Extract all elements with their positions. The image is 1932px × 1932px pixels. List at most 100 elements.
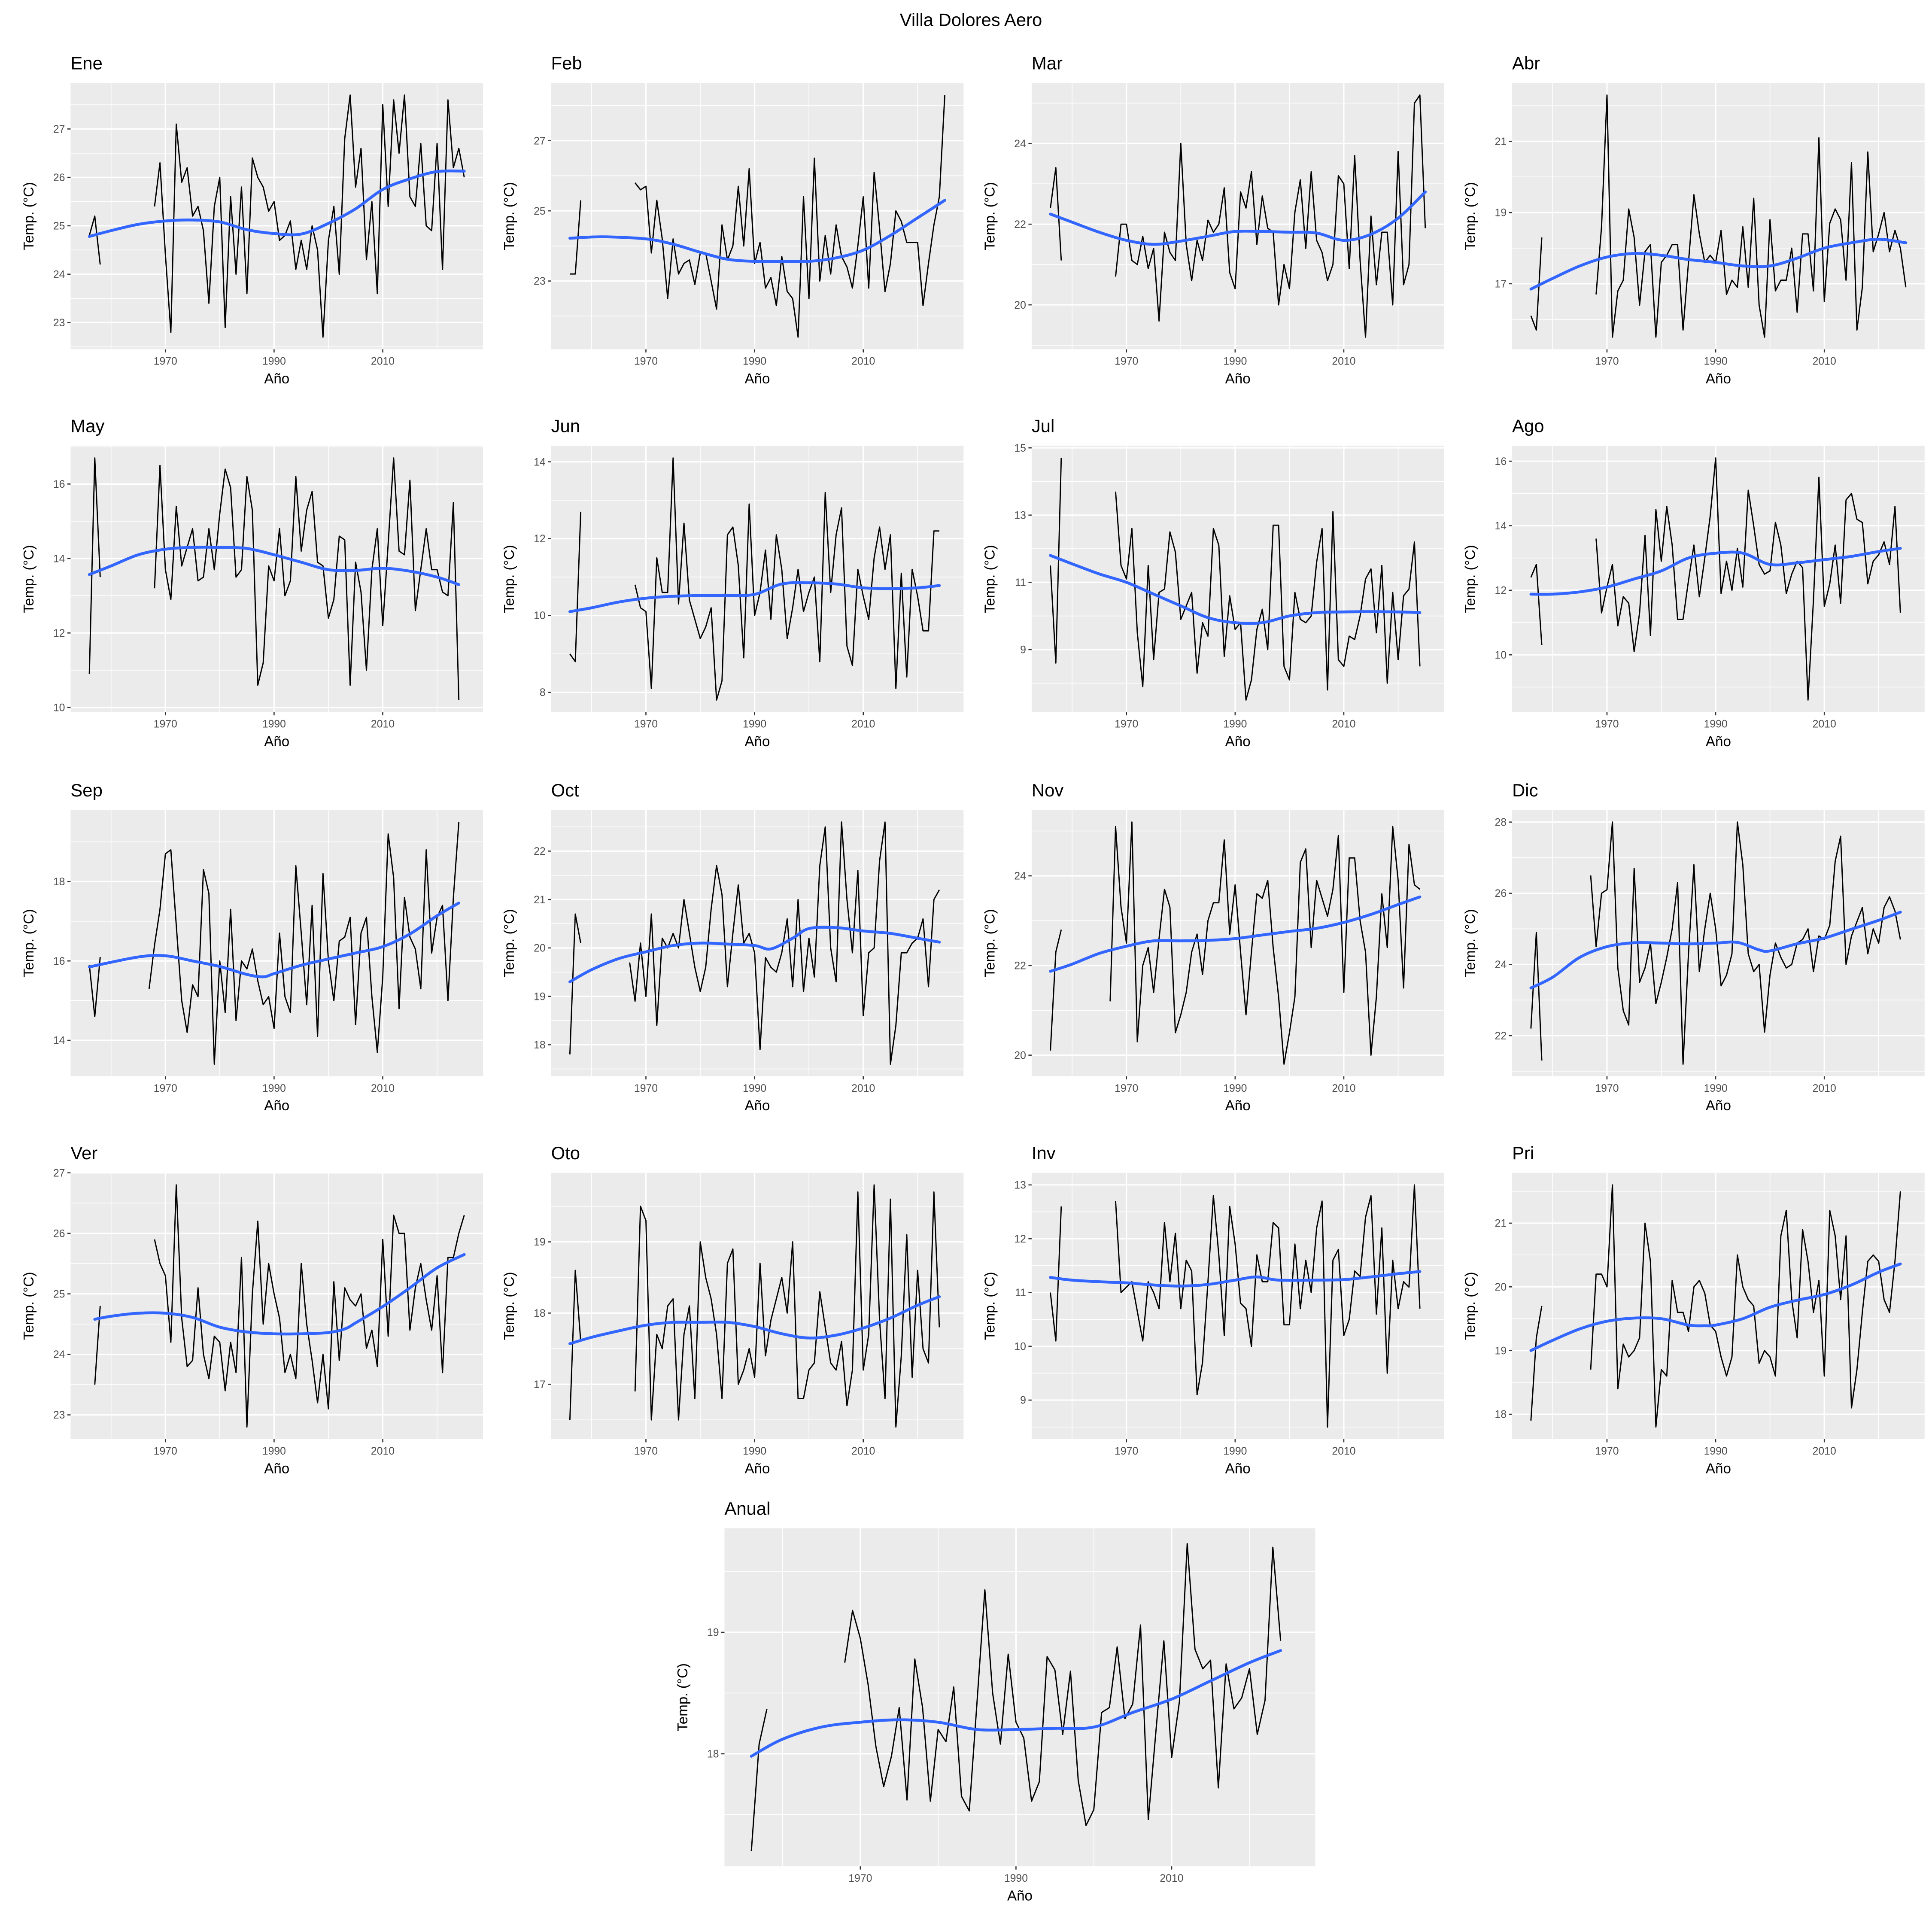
panel-pri: 1970 1990 2010 18 19 20 21 Pri Año Temp. (°C): [1463, 1143, 1925, 1476]
y-tick-label: 22: [1014, 960, 1026, 972]
panel-title: Ago: [1512, 416, 1544, 436]
temperature-line: [1050, 167, 1062, 261]
x-axis-title: Año: [1225, 1461, 1251, 1476]
panel-title: Feb: [551, 53, 582, 73]
panel-oto: 1970 1990 2010 17 18 19 Oto Año Temp. (°C): [501, 1143, 964, 1476]
plot-background: [1031, 446, 1444, 712]
y-tick-label: 21: [1495, 136, 1507, 148]
y-tick-label: 27: [53, 124, 65, 135]
y-axis-title: Temp. (°C): [982, 1272, 998, 1340]
y-axis-title: Temp. (°C): [1463, 182, 1479, 250]
y-tick-label: 26: [53, 1228, 65, 1239]
y-axis-title: Temp. (°C): [1463, 909, 1479, 977]
temperature-line: [1595, 457, 1901, 701]
x-tick-label: 2010: [1160, 1873, 1183, 1884]
x-axis-title: Año: [1225, 734, 1251, 750]
x-tick-label: 2010: [1813, 719, 1836, 730]
x-tick-label: 1990: [1223, 719, 1247, 730]
figure-title: Villa Dolores Aero: [900, 10, 1042, 30]
x-tick-label: 1990: [743, 1446, 766, 1457]
y-axis-title: Temp. (°C): [501, 909, 517, 977]
y-axis-title: Temp. (°C): [21, 909, 37, 977]
trend-line: [568, 926, 941, 984]
trend-line: [1529, 911, 1902, 990]
panel-title: May: [70, 416, 104, 436]
x-tick-label: 1990: [1223, 1083, 1247, 1094]
panel-title: Ene: [70, 53, 102, 73]
x-axis-title: Año: [1007, 1888, 1033, 1904]
x-tick-label: 1990: [262, 719, 286, 730]
temperature-line: [750, 1708, 768, 1851]
x-tick-label: 1970: [154, 356, 177, 368]
x-tick-label: 1990: [1004, 1873, 1028, 1884]
y-tick-label: 14: [534, 456, 546, 468]
y-tick-label: 10: [53, 702, 65, 714]
y-tick-label: 14: [1495, 520, 1507, 532]
y-tick-label: 11: [1015, 1287, 1026, 1299]
trend-line: [1049, 554, 1422, 625]
y-tick-label: 24: [1014, 138, 1026, 150]
x-tick-label: 2010: [1332, 356, 1355, 368]
x-tick-label: 1970: [634, 1083, 658, 1094]
x-tick-label: 1970: [1595, 356, 1619, 368]
x-tick-label: 1990: [1704, 356, 1727, 368]
y-tick-label: 14: [53, 1035, 65, 1047]
x-tick-label: 1970: [634, 356, 658, 368]
y-tick-label: 24: [1014, 871, 1026, 882]
y-tick-label: 17: [1495, 279, 1507, 290]
x-tick-label: 2010: [371, 1083, 395, 1094]
x-tick-label: 1970: [634, 719, 658, 730]
temperature-line: [154, 1184, 465, 1428]
temperature-line: [1530, 1306, 1543, 1421]
plot-background: [1031, 1173, 1444, 1439]
y-tick-label: 10: [1495, 650, 1507, 661]
x-axis-title: Año: [1706, 1461, 1731, 1476]
y-tick-label: 18: [53, 876, 65, 888]
y-axis-title: Temp. (°C): [21, 182, 37, 250]
trend-line: [1049, 895, 1422, 973]
panel-title: Nov: [1032, 780, 1063, 800]
x-tick-label: 2010: [1813, 356, 1836, 368]
panel-nov: 1970 1990 2010 20 22 24 Nov Año Temp. (°C): [982, 780, 1444, 1114]
panel-title: Dic: [1512, 780, 1538, 800]
x-tick-label: 1970: [154, 1446, 177, 1457]
y-tick-label: 21: [1495, 1218, 1507, 1230]
y-tick-label: 21: [534, 894, 546, 906]
y-axis-title: Temp. (°C): [21, 545, 37, 613]
y-tick-label: 12: [1495, 585, 1507, 597]
temperature-line: [1530, 237, 1543, 331]
x-tick-label: 1970: [634, 1446, 658, 1457]
x-tick-label: 1990: [1223, 1446, 1247, 1457]
panel-title: Ver: [70, 1143, 97, 1163]
panel-jul: 1970 1990 2010 9 11 13 15 Jul Año Temp. (°C): [982, 416, 1444, 750]
y-tick-label: 28: [1495, 817, 1507, 828]
x-tick-label: 1990: [262, 1083, 286, 1094]
y-tick-label: 22: [1014, 219, 1026, 231]
x-axis-title: Año: [264, 734, 289, 750]
y-tick-label: 25: [534, 206, 546, 217]
trend-line: [1529, 547, 1902, 596]
temperature-line: [570, 200, 582, 275]
plot-background: [1031, 83, 1444, 349]
x-tick-label: 1990: [1704, 1083, 1727, 1094]
x-tick-label: 2010: [1813, 1446, 1836, 1457]
x-tick-label: 1990: [1704, 1446, 1727, 1457]
trend-line: [88, 169, 466, 238]
y-tick-label: 26: [1495, 888, 1507, 899]
x-tick-label: 1970: [848, 1873, 872, 1884]
panel-title: Jul: [1032, 416, 1054, 436]
panel-oct: 1970 1990 2010 18 19 20 21 22 Oct Año Temp. (°C): [501, 780, 964, 1114]
y-tick-label: 20: [1495, 1282, 1507, 1293]
trend-line: [750, 1649, 1282, 1758]
temperature-line: [634, 457, 939, 701]
y-tick-label: 16: [1495, 456, 1507, 468]
x-axis-title: Año: [1225, 1098, 1251, 1114]
y-tick-label: 19: [707, 1627, 719, 1639]
x-tick-label: 1990: [262, 1446, 286, 1457]
y-tick-label: 20: [534, 943, 546, 954]
y-axis-title: Temp. (°C): [982, 545, 998, 613]
y-tick-label: 23: [534, 276, 546, 287]
y-axis-title: Temp. (°C): [982, 909, 998, 977]
